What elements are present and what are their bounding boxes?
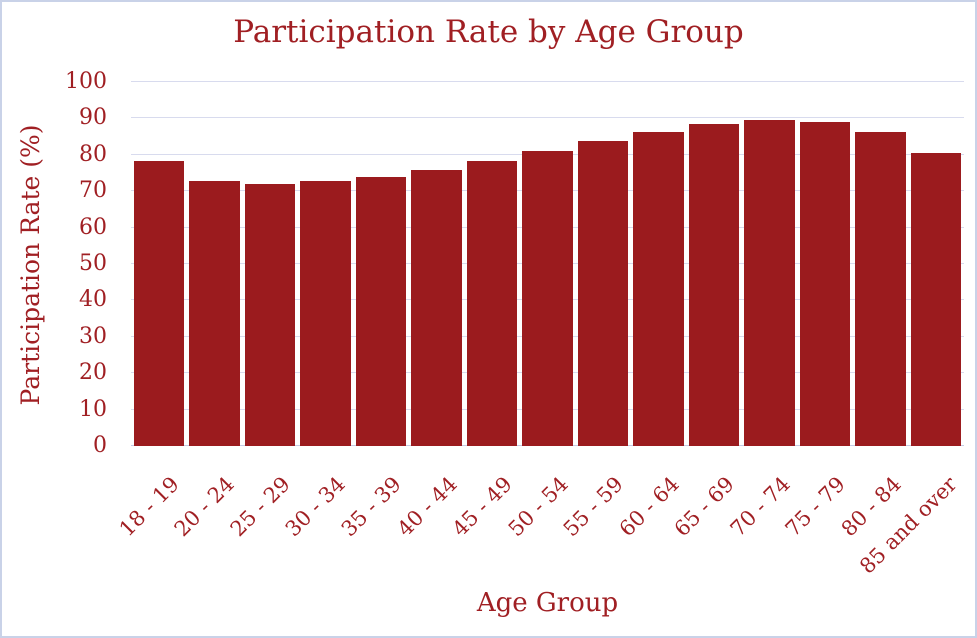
bar-30 - 34 [300,181,351,446]
x-tick-label: 55 - 59 [558,472,629,542]
x-tick-label: 70 - 74 [725,472,795,542]
y-tick-labels: 0 10 20 30 40 50 60 70 80 90 100 [2,70,107,458]
x-tick-label: 20 - 24 [170,472,240,542]
y-tick-label-70: 70 [79,178,107,204]
y-tick-label-20: 20 [79,360,107,386]
y-tick-label-80: 80 [79,141,107,167]
bar-35 - 39 [355,177,407,446]
y-tick-label-0: 0 [93,433,107,458]
y-tick-label-30: 30 [79,323,107,349]
x-tick-label: 25 - 29 [225,472,295,542]
bar-50 - 54 [522,151,573,446]
x-tick-label: 40 - 44 [392,472,462,542]
plot-area [131,81,964,446]
x-tick-label: 60 - 64 [614,472,684,542]
x-axis-title: Age Group [476,588,619,618]
bar-60 - 64 [633,131,684,446]
bar-75 - 79 [799,122,851,446]
y-tick-label-100: 100 [65,69,107,94]
y-tick-label-10: 10 [79,396,107,422]
bar-25 - 29 [244,183,296,446]
x-tick-label: 30 - 34 [281,472,351,542]
x-tick-label: 18 - 19 [114,472,184,542]
x-tick-label: 50 - 54 [503,472,573,542]
x-tick-label: 75 - 79 [780,472,851,542]
bar-40 - 44 [411,170,462,446]
bar-70 - 74 [744,119,795,446]
gridline-100 [131,81,964,82]
bar-55 - 59 [577,140,629,446]
bar-20 - 24 [189,181,240,446]
bar-80 - 84 [855,131,906,446]
chart-title: Participation Rate by Age Group [233,14,744,50]
bar-65 - 69 [688,123,740,446]
bar-45 - 49 [466,160,518,446]
y-tick-label-50: 50 [79,251,107,276]
x-tick-label: 85 and over [854,472,962,579]
x-tick-label: 65 - 69 [669,472,740,542]
bar-18 - 19 [133,161,185,446]
y-tick-label-40: 40 [79,287,107,313]
y-tick-label-60: 60 [79,214,107,240]
x-tick-label: 45 - 49 [447,472,517,542]
bar-85 and over [910,152,962,446]
bars-container [131,82,964,446]
x-tick-label: 35 - 39 [336,472,406,542]
gridline-90 [131,117,964,119]
y-tick-label-90: 90 [79,105,107,131]
